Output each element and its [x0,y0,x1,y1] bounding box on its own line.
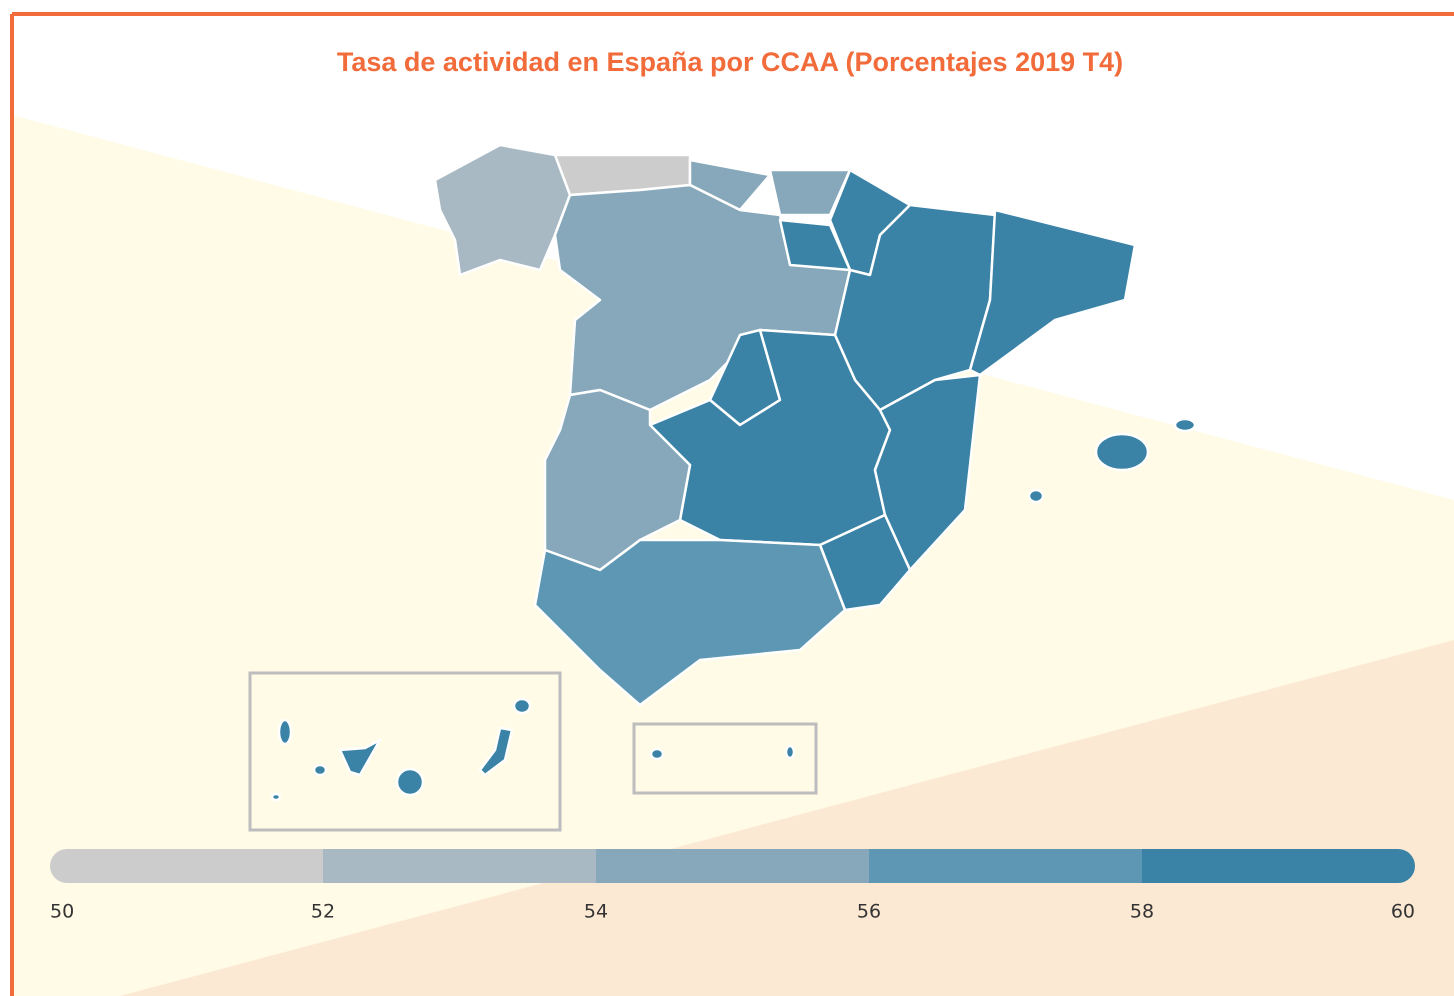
region [543,388,692,572]
legend-swatch [1142,849,1415,883]
inset-frame [632,722,818,795]
inset-frame [248,671,562,832]
legend-tick-label: 50 [50,901,74,923]
legend-tick-label: 58 [1130,901,1154,923]
legend-tick-label: 54 [584,901,608,923]
region [1027,488,1045,504]
region [478,726,514,777]
region [338,738,382,777]
legend-swatch [596,849,869,883]
region [1094,432,1150,472]
region [512,697,532,715]
region [768,168,852,217]
legend-tick-label: 52 [311,901,335,923]
region [649,747,665,761]
region [312,763,328,777]
region [395,767,425,797]
legend: 50 52 54 56 58 60 [50,849,1415,923]
legend-bar [50,849,1415,883]
chart-title: Tasa de actividad en España por CCAA (Po… [337,47,1123,77]
region [1173,417,1197,433]
background-band [120,640,1454,996]
legend-swatch [50,849,323,883]
legend-tick-label: 60 [1391,901,1415,923]
map [248,143,1197,832]
region [968,208,1137,377]
region [533,538,847,707]
region [433,143,572,277]
legend-swatch [323,849,596,883]
legend-swatch [869,849,1142,883]
region [277,718,293,746]
legend-tick-label: 56 [857,901,881,923]
region [784,744,796,760]
region [270,792,282,802]
